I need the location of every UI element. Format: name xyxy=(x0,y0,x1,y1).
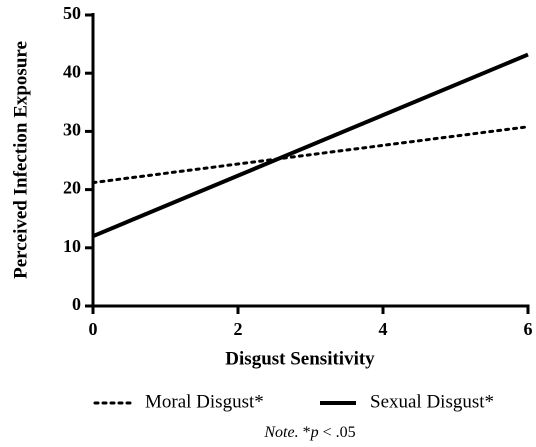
y-tick-label: 0 xyxy=(72,294,81,314)
note-part: p xyxy=(310,424,319,441)
legend-label: Sexual Disgust* xyxy=(370,391,494,412)
y-tick-label: 30 xyxy=(63,120,81,140)
note-part: Note. xyxy=(263,424,298,441)
y-tick-label: 50 xyxy=(63,3,81,23)
note: Note. *p < .05 xyxy=(263,424,355,441)
note-part: * xyxy=(299,424,311,441)
x-tick-label: 0 xyxy=(89,319,98,339)
x-axis-title: Disgust Sensitivity xyxy=(225,348,375,369)
line xyxy=(91,125,530,185)
y-tick-label: 40 xyxy=(63,61,81,81)
x-tick-label: 2 xyxy=(234,319,243,339)
y-tick-label: 20 xyxy=(63,178,81,198)
x-tick-label: 6 xyxy=(524,319,533,339)
y-tick-label: 10 xyxy=(63,236,81,256)
note-part: < .05 xyxy=(319,424,356,441)
line xyxy=(92,52,529,239)
x-tick-label: 4 xyxy=(379,319,388,339)
legend-label: Moral Disgust* xyxy=(145,391,264,412)
y-axis-title: Perceived Infection Exposure xyxy=(10,41,31,279)
